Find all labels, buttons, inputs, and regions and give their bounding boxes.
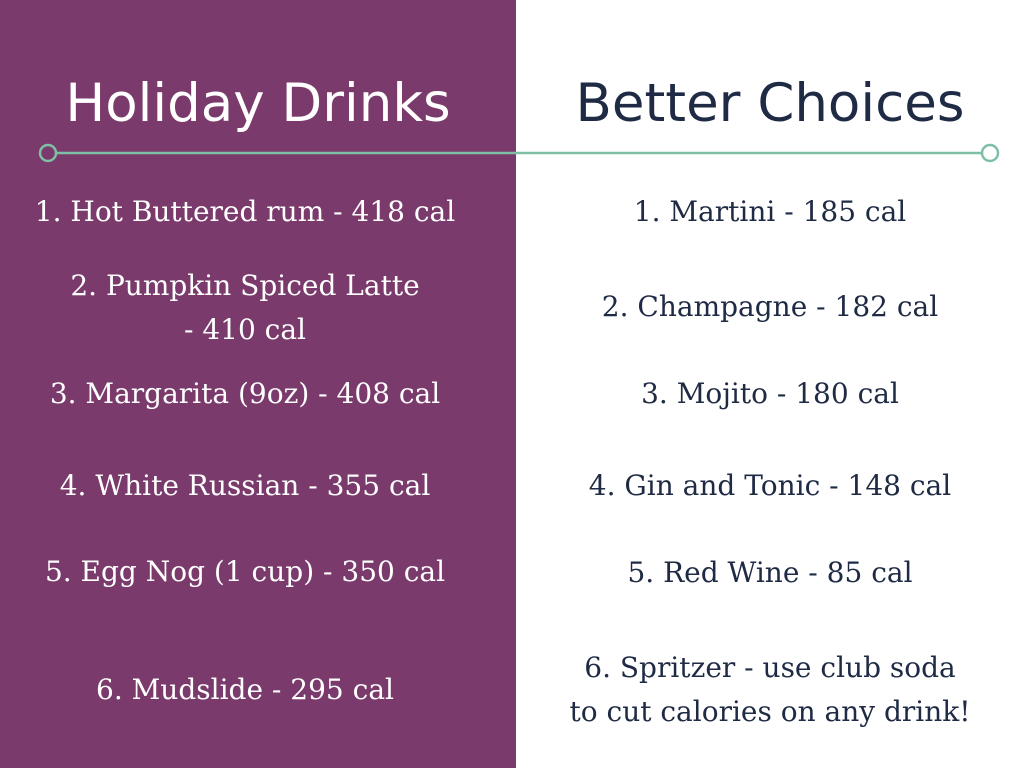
- holiday-drinks-title: Holiday Drinks: [65, 73, 451, 134]
- holiday-drink-text: 4. White Russian - 355 cal: [59, 469, 431, 502]
- holiday-drink-text-line2: - 410 cal: [183, 313, 307, 346]
- holiday-drink-text: 5. Egg Nog (1 cup) - 350 cal: [44, 555, 446, 588]
- better-choice-text: 3. Mojito - 180 cal: [641, 377, 899, 410]
- holiday-drink-item: 2. Pumpkin Spiced Latte - 410 cal: [0, 264, 490, 352]
- better-choice-text: 1. Martini - 185 cal: [633, 195, 907, 228]
- better-choice-text: 5. Red Wine - 85 cal: [627, 556, 913, 589]
- holiday-drink-text: 1. Hot Buttered rum - 418 cal: [34, 195, 456, 228]
- holiday-drinks-panel: [0, 0, 516, 768]
- holiday-drink-text: 2. Pumpkin Spiced Latte: [70, 269, 420, 302]
- better-choice-item: 4. Gin and Tonic - 148 cal: [516, 464, 1024, 508]
- better-choice-item: 6. Spritzer - use club soda to cut calor…: [516, 646, 1024, 734]
- better-choice-text-line2: to cut calories on any drink!: [569, 695, 971, 728]
- holiday-drink-item: 6. Mudslide - 295 cal: [0, 668, 490, 712]
- better-choices-panel: [516, 0, 1024, 768]
- holiday-drink-item: 5. Egg Nog (1 cup) - 350 cal: [0, 550, 490, 594]
- holiday-drink-text: 3. Margarita (9oz) - 408 cal: [49, 377, 441, 410]
- holiday-drink-item: 1. Hot Buttered rum - 418 cal: [0, 190, 490, 234]
- better-choice-item: 2. Champagne - 182 cal: [516, 285, 1024, 329]
- better-choice-text: 2. Champagne - 182 cal: [601, 290, 939, 323]
- better-choice-item: 1. Martini - 185 cal: [516, 190, 1024, 234]
- holiday-drink-text: 6. Mudslide - 295 cal: [96, 673, 394, 706]
- holiday-drink-item: 4. White Russian - 355 cal: [0, 464, 490, 508]
- better-choice-item: 5. Red Wine - 85 cal: [516, 551, 1024, 595]
- better-choice-item: 3. Mojito - 180 cal: [516, 372, 1024, 416]
- better-choice-text: 6. Spritzer - use club soda: [584, 651, 956, 684]
- better-choices-title: Better Choices: [575, 73, 965, 134]
- holiday-drink-item: 3. Margarita (9oz) - 408 cal: [0, 372, 490, 416]
- better-choice-text: 4. Gin and Tonic - 148 cal: [588, 469, 952, 502]
